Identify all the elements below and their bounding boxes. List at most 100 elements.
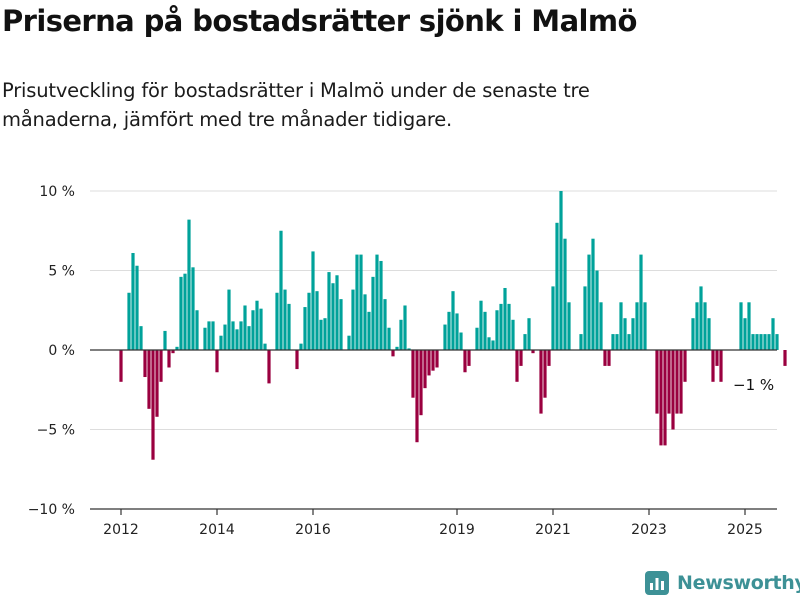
bar (311, 251, 315, 350)
bar (531, 350, 535, 354)
bar (119, 350, 123, 382)
bar (407, 348, 411, 350)
bar (591, 238, 595, 350)
bar (167, 350, 171, 368)
bar (383, 299, 387, 350)
bar (543, 350, 547, 398)
chart-title: Priserna på bostadsrätter sjönk i Malmö (2, 4, 637, 38)
bar (447, 311, 451, 350)
bar (487, 337, 491, 350)
bar (379, 260, 383, 350)
axes (90, 349, 777, 515)
bar (243, 305, 247, 350)
newsworthy-logo-icon (645, 571, 669, 595)
bar (583, 286, 587, 350)
bar (331, 283, 335, 350)
bar (251, 310, 255, 350)
bar (451, 291, 455, 350)
bar (307, 292, 311, 350)
bar (715, 350, 719, 366)
bar (603, 350, 607, 366)
bar (619, 302, 623, 350)
x-tick-label: 2016 (295, 522, 331, 538)
bar (515, 350, 519, 382)
x-tick-label: 2023 (631, 522, 667, 538)
brand-logo: Newsworthy (645, 570, 800, 596)
bar (755, 334, 759, 350)
bar (299, 343, 303, 350)
bar (211, 321, 215, 350)
bar (239, 321, 243, 350)
bar (459, 332, 463, 350)
bar (387, 327, 391, 350)
bar (659, 350, 663, 446)
bar (143, 350, 147, 378)
bar (567, 302, 571, 350)
bar (423, 350, 427, 389)
x-tick-label: 2014 (199, 522, 235, 538)
bar (683, 350, 687, 382)
bar (279, 230, 283, 350)
tick-labels: 10 % 5 % 0 % −5 % −10 % 2012 2014 2016 2019 2021 2… (28, 184, 763, 538)
bar (707, 318, 711, 350)
bar (411, 350, 415, 398)
bar (215, 350, 219, 373)
bar (555, 222, 559, 350)
bar (179, 276, 183, 350)
bar (479, 300, 483, 350)
bar (507, 303, 511, 350)
bar (763, 334, 767, 350)
bar (319, 319, 323, 350)
bar (759, 334, 763, 350)
bar (147, 350, 151, 409)
bar (431, 350, 435, 371)
y-tick-label: 5 % (48, 264, 75, 280)
y-tick-label: −5 % (37, 423, 75, 439)
bar (127, 292, 131, 350)
bar (519, 350, 523, 366)
bar (711, 350, 715, 382)
bar (495, 310, 499, 350)
bar (231, 321, 235, 350)
bar (679, 350, 683, 414)
bar (335, 275, 339, 350)
bar (579, 334, 583, 350)
bar (547, 350, 551, 366)
bar (491, 340, 495, 350)
bar (595, 270, 599, 350)
bar (551, 286, 555, 350)
bar (655, 350, 659, 414)
bar (391, 350, 395, 357)
bar (247, 326, 251, 350)
bar (467, 350, 471, 366)
bar (675, 350, 679, 414)
bar (287, 303, 291, 350)
bar (627, 334, 631, 350)
bar (315, 291, 319, 350)
bar (503, 287, 507, 350)
bar (135, 265, 139, 350)
bar (443, 324, 447, 350)
bar (783, 350, 787, 366)
bar (395, 346, 399, 350)
bar (219, 335, 223, 350)
bar (227, 289, 231, 350)
bar (355, 254, 359, 350)
bar-chart: 10 % 5 % 0 % −5 % −10 % 2012 2014 2016 2019 2021 2… (28, 184, 787, 538)
bar (539, 350, 543, 414)
bar (267, 350, 271, 384)
bar (599, 302, 603, 350)
bar (587, 254, 591, 350)
y-tick-label: −10 % (28, 502, 75, 518)
y-tick-label: 10 % (39, 184, 75, 200)
bar (719, 350, 723, 382)
bar (255, 300, 259, 350)
bar (419, 350, 423, 416)
x-tick-label: 2019 (439, 522, 475, 538)
bar (511, 319, 515, 350)
bar (155, 350, 159, 417)
bar (499, 303, 503, 350)
bar (403, 305, 407, 350)
bar (463, 350, 467, 373)
bar (475, 327, 479, 350)
